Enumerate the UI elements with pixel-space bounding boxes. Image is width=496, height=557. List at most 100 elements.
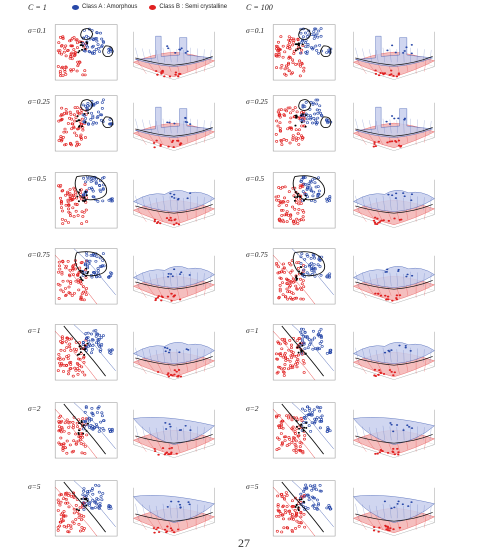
class-b-point — [294, 63, 298, 66]
class-a-point — [100, 414, 104, 418]
class-b-point — [288, 38, 292, 42]
support-vector-point — [78, 509, 81, 512]
class-a-point — [299, 492, 303, 496]
support-vector-point — [305, 421, 308, 424]
support-vector-point — [294, 506, 297, 508]
class-b-point — [73, 202, 77, 206]
class-a-point — [95, 31, 99, 35]
class-b-point — [57, 270, 61, 274]
class-b-point — [177, 369, 181, 371]
class-b-point — [65, 49, 69, 53]
class-b-point — [288, 359, 292, 363]
class-b-point — [288, 106, 292, 110]
class-a-point — [301, 327, 305, 331]
class-a-point — [88, 344, 92, 348]
support-vector-point — [75, 120, 78, 123]
class-b-point — [58, 503, 62, 507]
class-b-point — [288, 284, 292, 287]
class-a-point — [313, 496, 316, 500]
header-c100: C = 100 — [246, 3, 273, 12]
class-b-point — [291, 61, 295, 65]
class-a-point — [309, 256, 313, 260]
class-a-point — [98, 345, 102, 348]
class-b-point — [285, 494, 289, 497]
class-a-point — [310, 261, 314, 265]
legend: Class A : Amorphous Class B : Semi cryst… — [72, 4, 227, 10]
class-a-point — [390, 423, 393, 426]
class-b-point — [67, 431, 71, 435]
class-a-point — [94, 37, 97, 40]
class-b-point — [378, 369, 381, 372]
class-b-point — [59, 196, 63, 200]
class-a-point — [300, 337, 304, 341]
class-b-point — [282, 262, 285, 266]
support-vector-point — [85, 41, 88, 44]
support-vector-point — [86, 422, 89, 425]
class-b-point — [286, 44, 290, 47]
class-a-point — [314, 27, 318, 31]
class-b-point — [393, 453, 397, 456]
support-vector-point — [297, 42, 300, 45]
class-b-point — [74, 209, 78, 213]
class-b-point — [293, 508, 297, 512]
class-b-point — [373, 221, 377, 224]
class-b-point — [170, 451, 173, 454]
class-b-point — [280, 347, 284, 351]
class-a-point — [187, 501, 190, 503]
class-a-point — [309, 180, 313, 184]
class-b-point — [295, 217, 299, 221]
class-a-point — [96, 199, 100, 203]
class-a-point — [99, 420, 103, 424]
class-b-point — [79, 137, 83, 141]
class-b-point — [165, 531, 168, 534]
class-a-point — [318, 43, 322, 47]
class-b-point — [173, 369, 177, 372]
support-vector-point — [298, 427, 301, 430]
class-b-point — [73, 51, 77, 54]
class-a-point — [178, 503, 182, 506]
support-vector-point — [302, 501, 305, 503]
class-b-point — [70, 127, 74, 131]
class-b-point — [398, 526, 402, 529]
decision-boundary — [63, 403, 106, 455]
class-b-point — [301, 450, 305, 453]
class-b-point — [278, 126, 282, 130]
class-b-point — [83, 69, 87, 72]
class-a-point — [311, 121, 314, 125]
class-a-point — [85, 106, 89, 110]
class-b-point — [170, 219, 173, 222]
class-a-point — [107, 427, 111, 431]
sigma-label: σ=5 — [246, 482, 259, 491]
class-a-point — [85, 34, 89, 38]
class-b-point — [280, 367, 284, 371]
class-b-point — [64, 130, 68, 134]
class-b-point — [72, 291, 76, 295]
class-a-point — [311, 329, 315, 333]
class-b-point — [298, 218, 302, 222]
class-b-point — [72, 186, 76, 190]
class-b-point — [291, 136, 295, 140]
support-vector-point — [78, 125, 81, 127]
decision-surface-3d — [133, 487, 215, 536]
class-a-point — [91, 52, 95, 55]
class-a-point — [299, 41, 303, 45]
class-b-point — [299, 297, 303, 301]
margin-line-class-a — [291, 324, 334, 371]
class-b-point — [66, 122, 70, 125]
class-b-point — [285, 526, 289, 529]
class-b-point — [167, 145, 170, 148]
class-a-point — [319, 416, 323, 420]
class-b-point — [296, 38, 300, 42]
class-b-point — [170, 292, 173, 295]
class-a-point — [84, 180, 88, 184]
class-b-point — [61, 209, 64, 213]
class-a-point — [83, 192, 87, 196]
class-a-point — [301, 39, 305, 43]
class-b-point — [68, 39, 72, 43]
class-b-point — [59, 500, 63, 504]
class-a-point — [174, 52, 177, 54]
class-b-point — [295, 296, 299, 300]
class-b-point — [286, 200, 290, 203]
class-b-point — [294, 527, 298, 530]
class-a-point — [178, 273, 182, 276]
